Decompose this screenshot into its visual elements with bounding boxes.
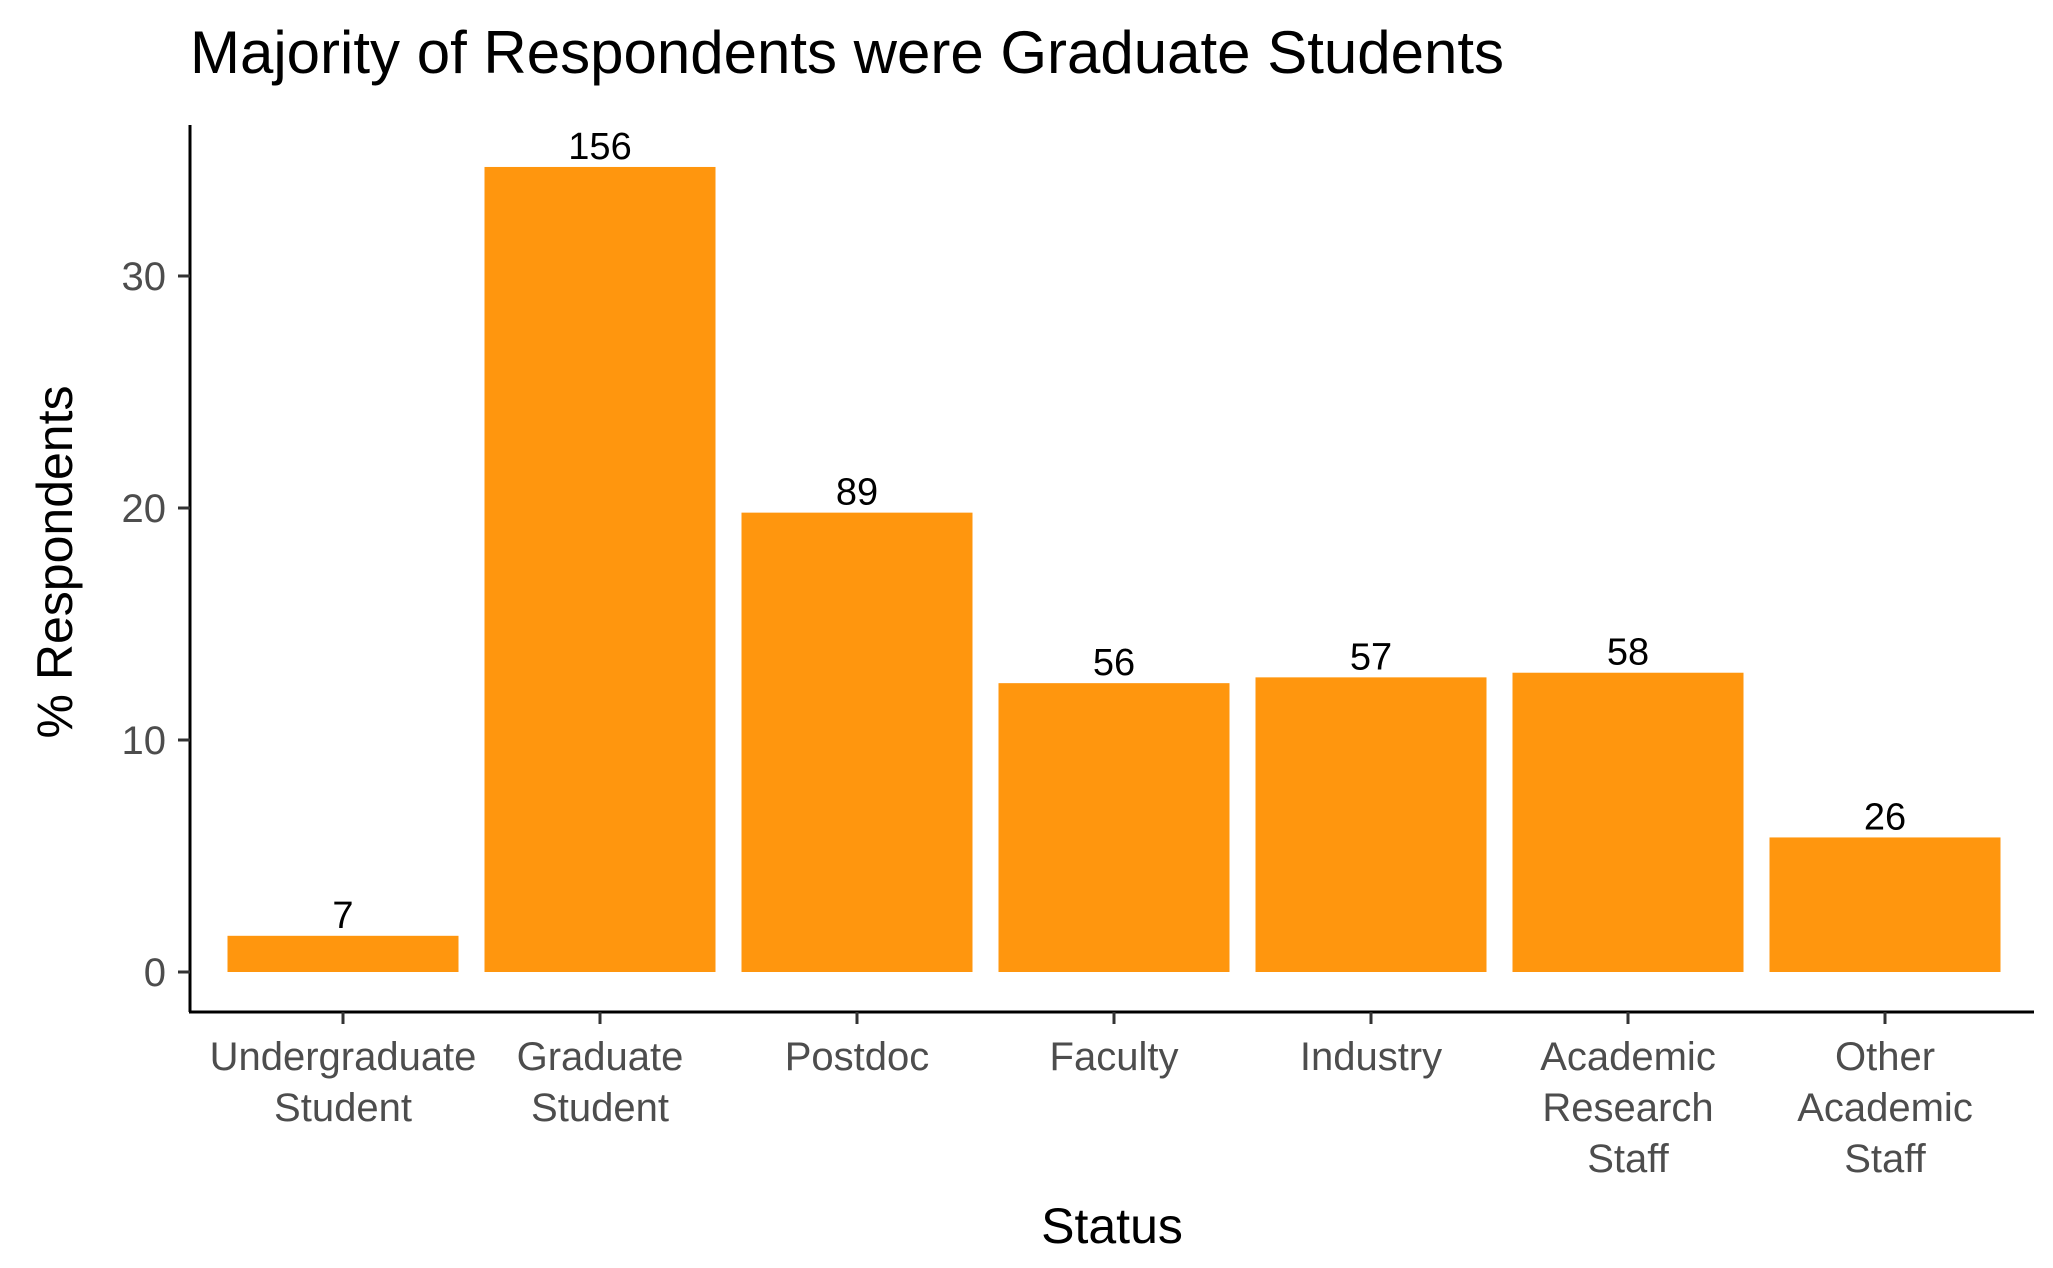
chart-title: Majority of Respondents were Graduate St… xyxy=(190,19,1505,86)
bar-4 xyxy=(1255,677,1487,972)
x-axis-title: Status xyxy=(1041,1198,1183,1254)
y-tick-label-2: 20 xyxy=(122,487,167,531)
bar-0 xyxy=(227,935,459,972)
bar-6 xyxy=(1769,837,2001,972)
bars-layer xyxy=(227,166,2001,972)
data-label-2: 89 xyxy=(836,472,878,514)
data-label-5: 58 xyxy=(1607,632,1649,674)
x-tick-label-4: Industry xyxy=(1300,1035,1442,1079)
y-tick-label-0: 0 xyxy=(144,951,166,995)
x-tick-label-3: Faculty xyxy=(1050,1035,1179,1079)
y-ticks-layer: 0 10 20 30 xyxy=(122,255,190,995)
x-tick-label-0: Undergraduate Student xyxy=(210,1035,477,1130)
bar-2 xyxy=(741,512,973,972)
x-tick-label-2: Postdoc xyxy=(785,1035,930,1079)
y-tick-label-3: 30 xyxy=(122,255,167,299)
y-tick-label-1: 10 xyxy=(122,719,167,763)
x-ticks-layer: Undergraduate Student Graduate Student Postd… xyxy=(210,1012,1973,1181)
x-tick-label-1: Graduate Student xyxy=(517,1035,684,1130)
data-label-4: 57 xyxy=(1350,636,1392,678)
data-label-3: 56 xyxy=(1093,642,1135,684)
bar-3 xyxy=(998,683,1230,972)
bar-1 xyxy=(484,166,716,972)
bar-5 xyxy=(1512,672,1744,972)
y-axis-title: % Respondents xyxy=(27,385,83,738)
data-label-0: 7 xyxy=(332,895,353,937)
x-tick-label-6: Other Academic Staff xyxy=(1797,1035,1973,1181)
x-tick-label-5: Academic Research Staff xyxy=(1540,1035,1716,1181)
data-label-1: 156 xyxy=(568,126,631,168)
data-label-6: 26 xyxy=(1864,796,1906,838)
data-labels-layer: 7 156 89 56 57 58 26 xyxy=(332,126,1906,937)
